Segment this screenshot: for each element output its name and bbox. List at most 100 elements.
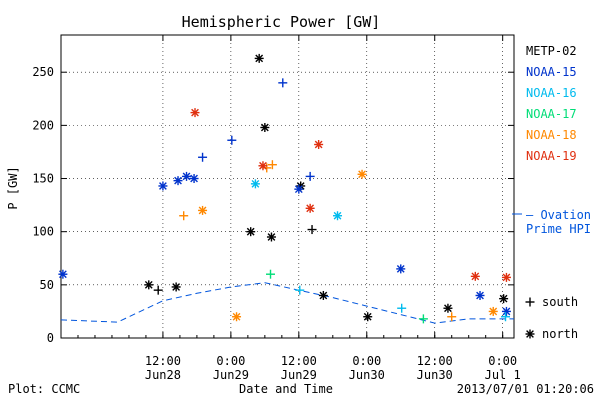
- point-metp-02: [307, 225, 317, 235]
- marker-stroke: [306, 204, 315, 213]
- y-tick-label: 150: [32, 172, 54, 186]
- x-axis: 12:00Jun280:00Jun2912:00Jun290:00Jun3012…: [77, 35, 521, 382]
- marker-stroke: [363, 312, 372, 321]
- marker-stroke: [499, 294, 508, 303]
- ovation-prime-line: [60, 282, 514, 324]
- data-points: [58, 53, 511, 324]
- point-noaa-15: [305, 171, 315, 181]
- marker-stroke: [314, 140, 323, 149]
- marker-stroke: [396, 264, 405, 273]
- plot-frame: [60, 34, 515, 339]
- marker-stroke: [259, 161, 267, 170]
- legend-entry-noaa-18: NOAA-18: [526, 128, 577, 142]
- marker-stroke: [232, 312, 241, 321]
- marker-stroke: [58, 270, 67, 279]
- point-noaa-15: [182, 171, 192, 181]
- marker-stroke: [159, 182, 167, 190]
- marker-stroke: [267, 233, 276, 241]
- point-noaa-16: [397, 303, 407, 313]
- y-tick-label: 200: [32, 118, 54, 132]
- point-metp-02: [153, 285, 163, 295]
- point-noaa-16: [295, 285, 305, 295]
- point-noaa-16: [501, 312, 511, 322]
- marker-stroke: [476, 291, 484, 300]
- point-metp-02: [363, 312, 373, 322]
- point-metp-02: [266, 232, 276, 242]
- point-metp-02: [254, 53, 264, 63]
- point-noaa-15: [158, 181, 168, 191]
- point-noaa-18: [267, 160, 277, 170]
- point-noaa-17: [418, 314, 428, 324]
- x-tick-label-date: Jun30: [349, 368, 385, 382]
- point-metp-02: [246, 227, 256, 237]
- legend-symbol-north: [525, 329, 535, 339]
- marker-stroke: [182, 172, 191, 181]
- point-noaa-19: [314, 140, 324, 150]
- chart-title: Hemispheric Power [GW]: [182, 13, 381, 31]
- point-noaa-15: [278, 78, 288, 88]
- point-noaa-15: [227, 135, 237, 145]
- point-noaa-18: [232, 312, 242, 322]
- marker-stroke: [333, 211, 342, 220]
- point-noaa-17: [266, 269, 276, 279]
- legend-model-label: – Ovation: [526, 208, 591, 222]
- x-tick-label-time: 12:00: [281, 354, 317, 368]
- legend-symbol-south: [525, 297, 535, 307]
- y-tick-label: 0: [47, 331, 54, 345]
- y-tick-label: 250: [32, 65, 54, 79]
- x-tick-label-date: Jul 1: [485, 368, 521, 382]
- marker-stroke: [198, 206, 207, 215]
- legend-entry-noaa-17: NOAA-17: [526, 107, 577, 121]
- point-noaa-18: [198, 205, 208, 215]
- point-noaa-16: [333, 211, 343, 221]
- legend-entry-metp-02: METP-02: [526, 44, 577, 58]
- point-noaa-18: [357, 169, 367, 179]
- legend-symbol-label-north: north: [542, 327, 578, 341]
- legend-entry-noaa-16: NOAA-16: [526, 86, 577, 100]
- y-axis-label: P [GW]: [6, 166, 20, 209]
- point-metp-02: [260, 122, 270, 132]
- x-tick-label-date: Jun29: [281, 368, 317, 382]
- point-noaa-18: [488, 306, 498, 316]
- point-noaa-15: [396, 264, 406, 274]
- marker-stroke: [251, 179, 260, 188]
- x-tick-label-time: 0:00: [216, 354, 245, 368]
- x-tick-label-time: 12:00: [417, 354, 453, 368]
- marker-stroke: [260, 123, 269, 132]
- x-tick-label-time: 12:00: [145, 354, 181, 368]
- x-tick-label-date: Jun30: [417, 368, 453, 382]
- y-tick-label: 50: [40, 278, 54, 292]
- point-noaa-18: [262, 163, 272, 173]
- point-metp-02: [318, 290, 328, 300]
- point-metp-02: [499, 294, 509, 304]
- legend-symbol-label-south: south: [542, 295, 578, 309]
- legend: METP-02 NOAA-15 NOAA-16 NOAA-17 NOAA-18 NOAA-…: [512, 44, 591, 341]
- marker-stroke: [246, 227, 255, 236]
- y-tick-label: 100: [32, 225, 54, 239]
- point-metp-02: [443, 303, 453, 313]
- marker-stroke: [471, 272, 480, 281]
- point-noaa-15: [475, 290, 485, 300]
- x-tick-label-date: Jun28: [145, 368, 181, 382]
- point-noaa-15: [189, 174, 199, 184]
- x-tick-label-time: 0:00: [488, 354, 517, 368]
- point-noaa-15: [58, 269, 68, 279]
- point-noaa-19: [501, 272, 511, 282]
- marker-stroke: [489, 307, 498, 316]
- legend-entry-noaa-15: NOAA-15: [526, 65, 577, 79]
- y-axis: 0 50 100 150 200 250: [32, 65, 514, 345]
- point-noaa-15: [501, 306, 511, 316]
- marker-stroke: [294, 185, 303, 194]
- point-noaa-15: [198, 152, 208, 162]
- point-metp-02: [144, 280, 154, 290]
- marker-stroke: [144, 280, 153, 289]
- marker-stroke: [319, 291, 328, 300]
- marker-stroke: [190, 174, 198, 183]
- marker-stroke: [358, 170, 366, 179]
- point-noaa-19: [470, 271, 480, 281]
- plot-credit: Plot: CCMC: [8, 382, 80, 396]
- timestamp: 2013/07/01 01:20:06: [457, 382, 594, 396]
- point-noaa-18: [179, 211, 189, 221]
- point-noaa-16: [250, 179, 260, 189]
